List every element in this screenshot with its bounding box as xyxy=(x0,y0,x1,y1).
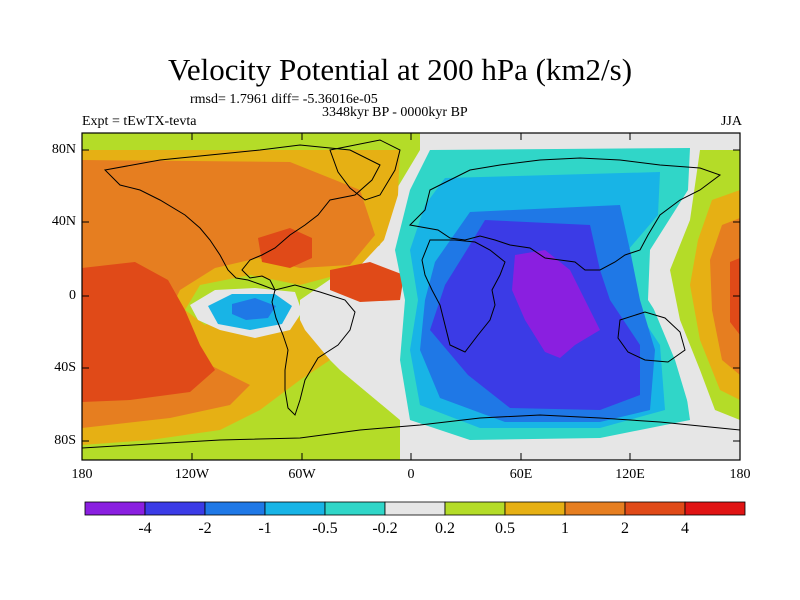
field-purple-east xyxy=(512,250,600,358)
colorbar-box xyxy=(384,501,446,516)
colorbar-label: -1 xyxy=(258,520,272,537)
coastlines xyxy=(82,139,740,449)
colorbar-label: -2 xyxy=(198,520,212,537)
season-label: JJA xyxy=(720,114,742,129)
colorbar xyxy=(84,501,746,516)
lon-label-180w: 180 xyxy=(71,467,93,482)
coast-south-america xyxy=(271,284,356,416)
colorbar-label: 1 xyxy=(561,520,569,537)
period-label: 3348kyr BP - 0000kyr BP xyxy=(322,105,468,120)
field-orange-farEast xyxy=(710,218,740,375)
colorbar-label: -4 xyxy=(138,520,152,537)
lon-label-180e: 180 xyxy=(729,467,751,482)
coast-europe-asia xyxy=(408,157,722,271)
colorbar-label: -0.5 xyxy=(312,520,338,537)
colorbar-box xyxy=(204,501,266,516)
rmsd-diff-stats: rmsd= 1.7961 diff= -5.36016e-05 xyxy=(190,92,378,107)
axis-ticks xyxy=(82,133,740,460)
contour-field xyxy=(82,133,740,460)
colorbar-box xyxy=(504,501,566,516)
colorbar-box xyxy=(564,501,626,516)
colorbar-box xyxy=(84,501,146,516)
coast-africa xyxy=(421,239,506,353)
colorbar-label: 2 xyxy=(621,520,629,537)
field-redorange-west-3 xyxy=(330,262,404,302)
lon-label-60e: 60E xyxy=(509,467,533,482)
colorbar-box xyxy=(624,501,686,516)
lat-label-eq: 0 xyxy=(69,288,76,303)
colorbar-label: -0.2 xyxy=(372,520,398,537)
colorbar-box xyxy=(324,501,386,516)
lat-label-80s: 80S xyxy=(54,433,76,448)
lat-label-40n: 40N xyxy=(51,214,76,229)
lon-label-0: 0 xyxy=(407,467,415,482)
colorbar-label: 0.5 xyxy=(495,520,515,537)
field-blue-sam xyxy=(232,298,276,320)
colorbar-box xyxy=(684,501,746,516)
colorbar-box xyxy=(144,501,206,516)
coast-north-america xyxy=(103,144,381,291)
colorbar-box xyxy=(444,501,506,516)
lon-label-120w: 120W xyxy=(174,467,210,482)
coast-antarctica xyxy=(82,414,740,449)
field-redorange-west-2 xyxy=(258,228,312,268)
lat-label-80n: 80N xyxy=(51,142,76,157)
colorbar-label: 0.2 xyxy=(435,520,455,537)
coast-greenland xyxy=(329,139,401,201)
lat-label-40s: 40S xyxy=(54,360,76,375)
colorbar-label: 4 xyxy=(681,520,689,537)
lon-label-120e: 120E xyxy=(615,467,645,482)
colorbar-box xyxy=(264,501,326,516)
field-redorange-west-1 xyxy=(82,262,215,402)
lon-label-60w: 60W xyxy=(288,467,316,482)
map-title: Velocity Potential at 200 hPa (km2/s) xyxy=(167,52,633,87)
experiment-label: Expt = tEwTX-tevta xyxy=(82,114,197,129)
coast-australia xyxy=(617,311,686,363)
